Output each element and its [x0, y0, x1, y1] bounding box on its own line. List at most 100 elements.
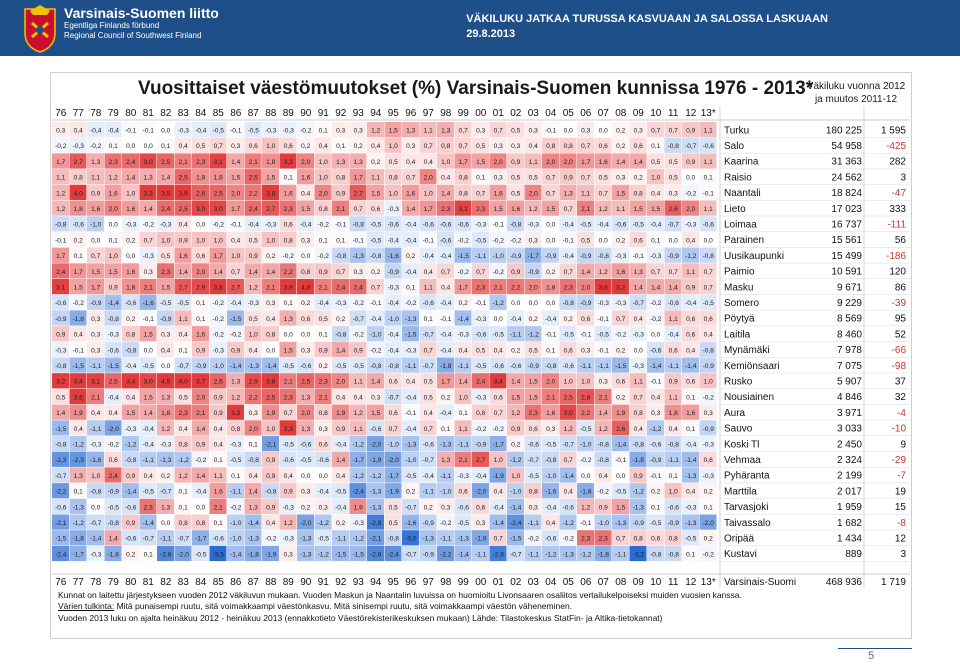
heatmap-cell-label: -0,3	[685, 222, 697, 229]
heatmap-cell	[192, 279, 209, 295]
municipality-name: Koski Tl	[724, 439, 759, 450]
heatmap-cell	[227, 373, 244, 389]
heatmap-cell-label: 0,0	[546, 237, 555, 244]
heatmap-cell-label: -2,4	[353, 489, 365, 496]
heatmap-cell-label: 0,0	[511, 300, 520, 307]
heatmap-cell-label: -1,3	[370, 489, 382, 496]
heatmap-cell-label: 0,9	[686, 127, 695, 134]
heatmap-cell	[52, 373, 69, 389]
heatmap-cell	[279, 279, 297, 295]
heatmap-cell-label: 0,0	[546, 222, 555, 229]
heatmap-cell	[139, 310, 157, 326]
heatmap-cell-label: 1,5	[231, 175, 240, 182]
heatmap-cell-label: 1,1	[669, 316, 678, 323]
year-header-label: 13*	[701, 108, 716, 119]
heatmap-cell	[507, 263, 524, 279]
heatmap-cell	[437, 247, 454, 263]
heatmap-cell-label: -0,6	[300, 441, 312, 448]
heatmap-cell	[559, 231, 577, 248]
heatmap-cell-label: 1,2	[284, 520, 293, 527]
heatmap-cell-label: -0,6	[283, 457, 295, 464]
year-footer-label: 08	[615, 577, 627, 588]
population-change-value: -66	[892, 345, 907, 356]
heatmap-cell-label: -1,0	[545, 473, 557, 480]
heatmap-cell-label: 3,8	[266, 379, 275, 386]
heatmap-cell	[629, 341, 647, 357]
heatmap-cell-label: -0,8	[563, 300, 575, 307]
heatmap-cell-label: -0,1	[73, 347, 85, 354]
heatmap-cell-label: 0,0	[301, 473, 310, 480]
heatmap-cell-label: -1,3	[300, 551, 312, 558]
heatmap-cell	[507, 310, 524, 326]
year-header-label: 08	[615, 108, 627, 119]
year-footer-label: 96	[405, 577, 417, 588]
heatmap-cell-label: -0,5	[353, 363, 365, 370]
heatmap-cell	[314, 122, 332, 138]
heatmap-cell-label: 0,2	[301, 143, 310, 150]
heatmap-cell-label: 0,0	[109, 222, 118, 229]
heatmap-cell	[332, 373, 349, 389]
heatmap-cell-label: 0,4	[424, 159, 433, 166]
heatmap-cell	[507, 153, 524, 169]
heatmap-cell	[52, 294, 69, 310]
heatmap-cell-label: 1,0	[564, 379, 573, 386]
heatmap-cell-label: -0,5	[685, 536, 697, 543]
heatmap-cell-label: 0,7	[336, 269, 345, 276]
heatmap-cell	[332, 247, 349, 263]
heatmap-cell-label: 2,1	[214, 504, 223, 511]
heatmap-cell	[384, 341, 402, 357]
heatmap-cell	[52, 200, 69, 216]
heatmap-cell-label: -3,0	[405, 536, 417, 543]
population-value: 180 225	[826, 125, 863, 136]
heatmap-cell-label: 1,3	[354, 159, 363, 166]
heatmap-cell-label: -1,4	[90, 536, 102, 543]
heatmap-cell	[367, 184, 384, 200]
heatmap-cell-label: 2,1	[91, 394, 100, 401]
heatmap-cell-label: -0,6	[440, 222, 452, 229]
heatmap-cell-label: -0,9	[580, 253, 592, 260]
heatmap-cell-label: -0,2	[90, 143, 102, 150]
population-value: 9 671	[837, 282, 862, 293]
header-bar: Varsinais-Suomen liitto Egentliga Finlan…	[0, 0, 960, 56]
heatmap-cell-label: 1,4	[616, 159, 625, 166]
heatmap-cell	[612, 357, 629, 373]
heatmap-cell-label: -2,0	[703, 520, 715, 527]
heatmap-cell-label: 0,5	[249, 237, 258, 244]
heatmap-cell-label: -0,4	[318, 300, 330, 307]
heatmap-cell-label: 2,0	[424, 175, 433, 182]
heatmap-cell-label: -1,4	[510, 504, 522, 511]
municipality-name: Marttila	[724, 486, 757, 497]
heatmap-cell-label: 1,4	[196, 426, 205, 433]
heatmap-cell	[489, 326, 507, 342]
heatmap-cell-label: 0,0	[284, 332, 293, 339]
heatmap-cell	[367, 373, 384, 389]
heatmap-cell-label: -0,7	[405, 551, 417, 558]
heatmap-cell-label: 2,1	[249, 159, 258, 166]
heatmap-cell-label: 0,9	[56, 332, 65, 339]
heatmap-cell-label: -0,6	[300, 363, 312, 370]
heatmap-cell-label: 3,0	[144, 379, 153, 386]
population-change-value: 56	[895, 235, 907, 246]
heatmap-cell-label: 0,0	[564, 127, 573, 134]
heatmap-cell-label: -2,0	[108, 426, 120, 433]
heatmap-cell-label: 0,4	[249, 473, 258, 480]
heatmap-cell	[349, 200, 367, 216]
year-header-label: 79	[108, 108, 120, 119]
heatmap-cell-label: 0,1	[179, 347, 188, 354]
heatmap-cell	[612, 247, 629, 263]
heatmap-cell-label: -1,1	[440, 473, 452, 480]
heatmap-cell	[682, 294, 699, 310]
heatmap-cell	[524, 357, 542, 373]
population-value: 3 971	[837, 408, 862, 419]
heatmap-cell-label: 0,1	[406, 284, 415, 291]
heatmap-cell-label: 3,6	[74, 394, 83, 401]
heatmap-cell-label: 1,2	[56, 206, 65, 213]
heatmap-cell	[192, 169, 209, 185]
heatmap-cell	[314, 341, 332, 357]
heatmap-cell-label: 0,4	[231, 237, 240, 244]
heatmap-cell	[349, 153, 367, 169]
heatmap-cell-label: 0,7	[546, 190, 555, 197]
heatmap-cell-label: 3,1	[56, 284, 65, 291]
heatmap-cell	[227, 279, 244, 295]
heatmap-cell-label: 1,0	[319, 175, 328, 182]
